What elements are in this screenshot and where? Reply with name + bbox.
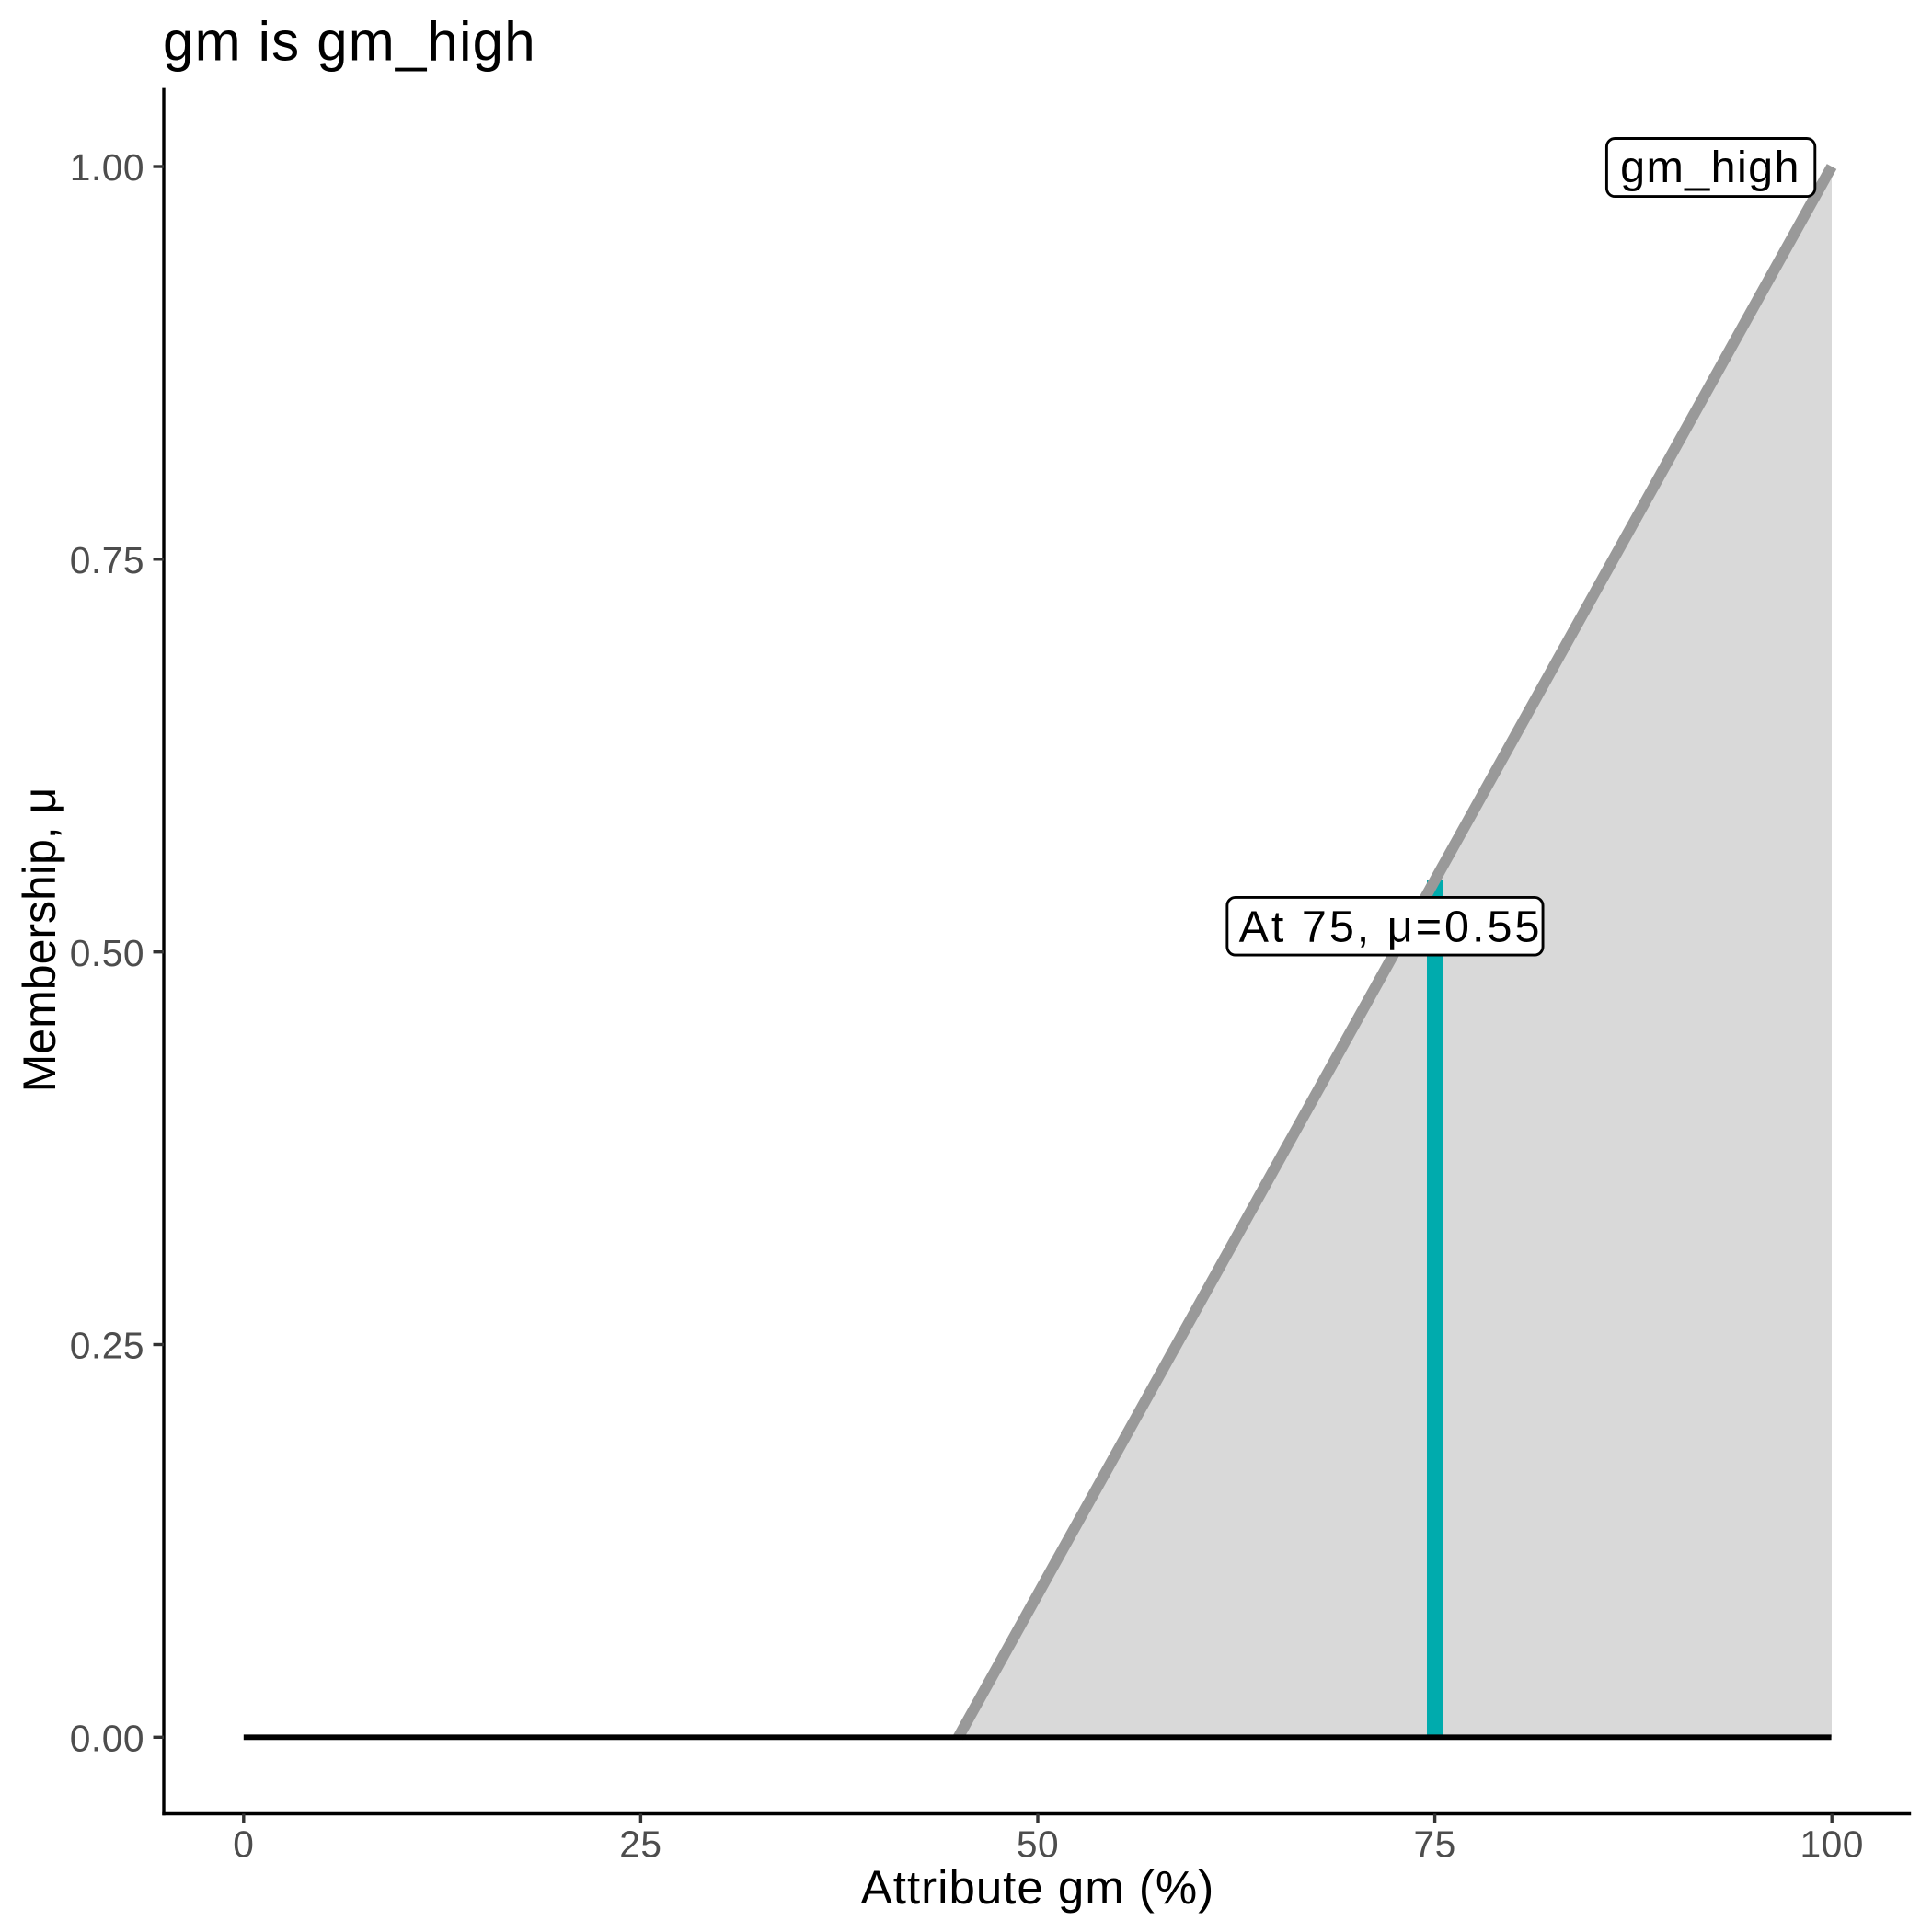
svg-text:0.25: 0.25 xyxy=(70,1325,144,1367)
svg-text:0: 0 xyxy=(233,1823,254,1865)
svg-text:gm_high: gm_high xyxy=(1620,143,1800,192)
svg-text:Attribute gm (%): Attribute gm (%) xyxy=(861,1861,1214,1914)
svg-text:0.50: 0.50 xyxy=(70,932,144,974)
svg-text:At 75, μ=0.55: At 75, μ=0.55 xyxy=(1239,902,1543,951)
svg-text:75: 75 xyxy=(1413,1823,1455,1865)
svg-text:50: 50 xyxy=(1017,1823,1059,1865)
svg-text:25: 25 xyxy=(619,1823,661,1865)
svg-text:1.00: 1.00 xyxy=(70,146,144,189)
svg-text:0.75: 0.75 xyxy=(70,539,144,581)
svg-text:Membership, μ: Membership, μ xyxy=(14,788,65,1093)
svg-text:100: 100 xyxy=(1800,1823,1864,1865)
svg-text:0.00: 0.00 xyxy=(70,1717,144,1759)
svg-text:gm is gm_high: gm is gm_high xyxy=(163,10,536,72)
